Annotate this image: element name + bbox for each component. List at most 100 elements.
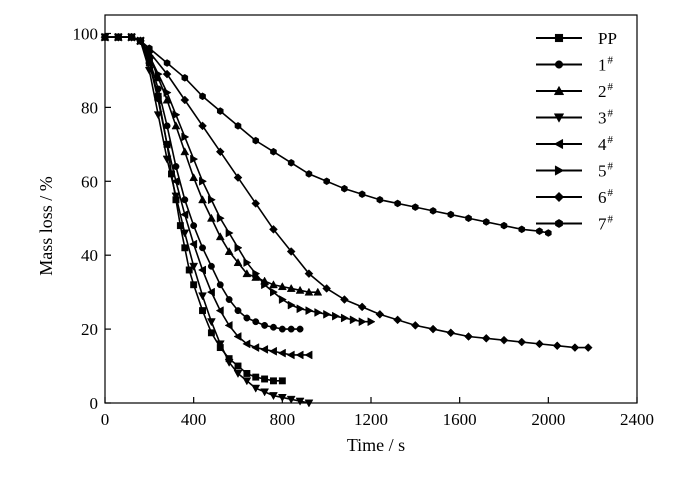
data-point — [190, 281, 198, 289]
data-point — [224, 320, 233, 330]
data-point — [358, 190, 366, 199]
series-4 — [100, 32, 313, 360]
data-point — [190, 154, 199, 164]
legend-name: 6 — [598, 188, 607, 207]
legend-superscript: # — [608, 134, 614, 146]
data-point — [296, 304, 305, 314]
data-point — [394, 199, 401, 208]
legend-superscript: # — [608, 55, 614, 67]
data-point — [376, 195, 384, 204]
x-tick-label: 1600 — [443, 410, 477, 429]
data-point — [553, 138, 564, 150]
data-point — [287, 300, 296, 310]
data-point — [552, 341, 562, 351]
data-point — [278, 377, 286, 385]
data-point — [295, 285, 305, 294]
legend-superscript: # — [608, 108, 614, 120]
data-point — [180, 229, 190, 238]
data-point — [189, 262, 199, 271]
data-point — [171, 192, 181, 201]
data-point — [233, 332, 242, 341]
data-point — [295, 350, 304, 360]
data-point — [234, 122, 242, 130]
legend-entry: 1# — [536, 55, 614, 75]
data-point — [270, 147, 277, 156]
data-point — [482, 218, 490, 226]
data-point — [115, 33, 122, 41]
data-point — [198, 265, 206, 275]
data-point — [535, 339, 544, 349]
data-point — [146, 44, 153, 53]
data-point — [260, 388, 270, 397]
legend: PP1#2#3#4#5#6#7# — [536, 29, 617, 234]
data-point — [252, 269, 261, 279]
data-point — [465, 214, 472, 223]
legend-label: 1# — [598, 55, 614, 75]
data-point — [163, 59, 171, 67]
data-point — [518, 225, 526, 234]
x-tick-label: 2000 — [531, 410, 565, 429]
legend-name: 3 — [598, 109, 607, 128]
data-point — [269, 224, 278, 234]
data-point — [277, 348, 286, 358]
data-point — [270, 287, 278, 297]
series-line — [105, 36, 318, 293]
legend-label: 7# — [598, 214, 614, 234]
data-point — [180, 210, 189, 219]
data-point — [270, 323, 277, 331]
data-point — [181, 196, 189, 204]
legend-label: 3# — [598, 108, 614, 128]
data-point — [357, 302, 367, 312]
data-point — [332, 311, 341, 321]
legend-name: 1 — [598, 56, 607, 75]
data-point — [206, 318, 216, 327]
data-point — [199, 244, 206, 252]
data-point — [553, 113, 565, 123]
data-point — [233, 258, 243, 267]
data-point — [314, 308, 323, 317]
data-point — [234, 243, 243, 253]
data-point — [517, 337, 527, 347]
legend-entry: PP — [536, 29, 617, 48]
data-point — [287, 159, 295, 167]
data-point — [447, 210, 455, 219]
data-point — [198, 292, 207, 301]
data-point — [252, 136, 260, 145]
data-point — [198, 121, 207, 131]
legend-superscript: # — [608, 187, 614, 199]
data-point — [304, 350, 313, 360]
data-point — [206, 213, 216, 222]
data-point — [181, 132, 190, 142]
data-point — [269, 280, 278, 289]
x-axis-label: Time / s — [347, 435, 405, 455]
data-point — [224, 358, 234, 367]
data-point — [340, 313, 349, 323]
data-point — [322, 284, 332, 293]
y-tick-label: 40 — [81, 246, 98, 265]
data-point — [287, 325, 295, 333]
plot-area — [100, 32, 593, 408]
legend-name: 5 — [598, 162, 607, 181]
data-point — [216, 107, 224, 115]
data-point — [243, 314, 251, 322]
data-point — [545, 229, 552, 237]
data-point — [153, 95, 162, 105]
data-point — [270, 377, 277, 385]
data-point — [481, 333, 491, 343]
legend-name: 2 — [598, 82, 607, 101]
data-point — [536, 227, 543, 235]
data-point — [224, 246, 234, 255]
data-point — [261, 321, 269, 329]
data-point — [410, 321, 420, 330]
data-point — [190, 222, 198, 230]
data-point — [215, 232, 225, 241]
data-point — [207, 195, 216, 205]
x-tick-label: 800 — [270, 410, 296, 429]
legend-entry: 4# — [536, 134, 614, 154]
x-tick-label: 400 — [181, 410, 207, 429]
data-point — [181, 244, 189, 252]
data-point — [554, 165, 565, 176]
data-point — [234, 362, 242, 370]
data-point — [296, 325, 304, 333]
